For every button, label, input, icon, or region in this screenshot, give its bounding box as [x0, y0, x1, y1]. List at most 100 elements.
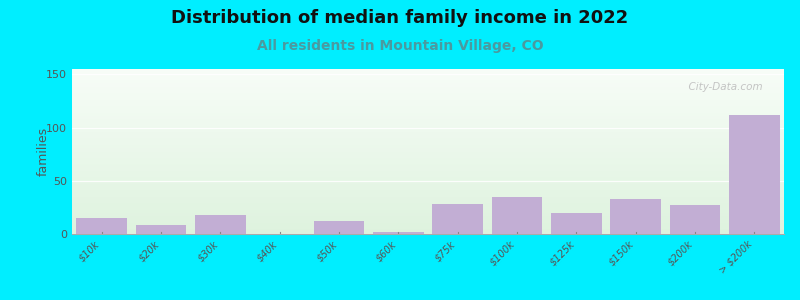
- Bar: [72, 171, 784, 172]
- Bar: [72, 164, 784, 165]
- Bar: [72, 98, 784, 99]
- Bar: [72, 179, 784, 180]
- Bar: [670, 205, 720, 234]
- Bar: [72, 196, 784, 197]
- Bar: [72, 79, 784, 80]
- Bar: [72, 199, 784, 200]
- Bar: [72, 120, 784, 121]
- Bar: [72, 83, 784, 84]
- Bar: [72, 229, 784, 230]
- Bar: [72, 193, 784, 194]
- Bar: [72, 85, 784, 86]
- Bar: [72, 143, 784, 144]
- Bar: [72, 144, 784, 145]
- Bar: [72, 109, 784, 110]
- Text: Distribution of median family income in 2022: Distribution of median family income in …: [171, 9, 629, 27]
- Bar: [72, 181, 784, 182]
- Bar: [72, 128, 784, 129]
- Bar: [72, 80, 784, 81]
- Bar: [72, 94, 784, 95]
- Bar: [72, 194, 784, 195]
- Bar: [72, 81, 784, 82]
- Bar: [72, 233, 784, 234]
- Bar: [72, 196, 784, 197]
- Bar: [72, 135, 784, 136]
- Bar: [72, 137, 784, 138]
- Bar: [72, 155, 784, 156]
- Bar: [72, 197, 784, 198]
- Bar: [72, 75, 784, 76]
- Bar: [72, 207, 784, 208]
- Bar: [72, 87, 784, 88]
- Bar: [72, 172, 784, 173]
- Bar: [72, 133, 784, 134]
- Bar: [72, 139, 784, 140]
- Bar: [72, 116, 784, 117]
- Bar: [72, 175, 784, 176]
- Bar: [72, 168, 784, 169]
- Bar: [72, 152, 784, 153]
- Bar: [72, 157, 784, 158]
- Bar: [72, 216, 784, 217]
- Bar: [72, 111, 784, 112]
- Bar: [72, 156, 784, 157]
- Bar: [72, 212, 784, 213]
- Bar: [72, 166, 784, 167]
- Bar: [72, 108, 784, 109]
- Bar: [72, 165, 784, 166]
- Bar: [72, 123, 784, 124]
- Bar: [72, 69, 784, 70]
- Bar: [72, 230, 784, 231]
- Bar: [551, 213, 602, 234]
- Bar: [72, 136, 784, 137]
- Bar: [72, 93, 784, 94]
- Bar: [72, 86, 784, 87]
- Bar: [72, 195, 784, 196]
- Bar: [72, 76, 784, 77]
- Bar: [72, 112, 784, 113]
- Bar: [72, 183, 784, 184]
- Bar: [72, 149, 784, 150]
- Bar: [72, 217, 784, 218]
- Bar: [72, 184, 784, 185]
- Bar: [72, 156, 784, 157]
- Bar: [136, 226, 186, 234]
- Bar: [72, 136, 784, 137]
- Bar: [72, 228, 784, 229]
- Bar: [72, 170, 784, 171]
- Bar: [72, 169, 784, 170]
- Bar: [72, 145, 784, 146]
- Bar: [72, 117, 784, 118]
- Bar: [72, 220, 784, 221]
- Bar: [72, 223, 784, 224]
- Bar: [72, 124, 784, 125]
- Bar: [72, 200, 784, 201]
- Bar: [72, 219, 784, 220]
- Bar: [72, 204, 784, 205]
- Bar: [195, 215, 246, 234]
- Bar: [72, 161, 784, 162]
- Bar: [72, 105, 784, 106]
- Bar: [72, 110, 784, 111]
- Bar: [72, 140, 784, 141]
- Bar: [72, 96, 784, 97]
- Bar: [72, 187, 784, 188]
- Bar: [72, 72, 784, 73]
- Bar: [72, 191, 784, 192]
- Bar: [72, 162, 784, 163]
- Bar: [72, 90, 784, 91]
- Bar: [72, 198, 784, 199]
- Bar: [72, 141, 784, 142]
- Bar: [72, 215, 784, 216]
- Bar: [72, 92, 784, 93]
- Bar: [72, 173, 784, 174]
- Bar: [72, 90, 784, 91]
- Bar: [72, 225, 784, 226]
- Bar: [72, 167, 784, 168]
- Bar: [72, 122, 784, 123]
- Bar: [72, 213, 784, 214]
- Bar: [72, 178, 784, 179]
- Y-axis label: families: families: [37, 127, 50, 176]
- Bar: [72, 97, 784, 98]
- Bar: [72, 163, 784, 164]
